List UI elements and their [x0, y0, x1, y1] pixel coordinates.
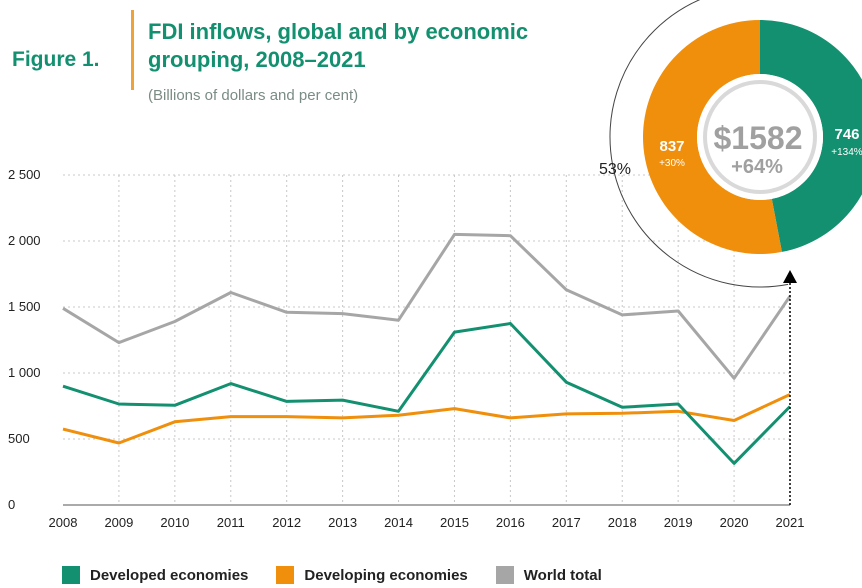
legend-label-world: World total: [523, 566, 602, 584]
chart-title: FDI inflows, global and by economic grou…: [148, 19, 529, 72]
y-tick-label: 500: [8, 431, 30, 446]
donut-total-value: $1582: [714, 120, 803, 156]
donut-developed-change: +134%: [831, 147, 862, 158]
x-tick-label: 2010: [160, 515, 189, 530]
legend-swatch-developed: [62, 566, 80, 584]
y-tick-label: 2 000: [8, 233, 41, 248]
donut-slice-developed: [760, 20, 862, 252]
x-tick-label: 2014: [384, 515, 413, 530]
y-tick-label: 1 000: [8, 365, 41, 380]
donut-share-label: 53%: [599, 161, 631, 178]
x-tick-label: 2018: [608, 515, 637, 530]
donut-hole: [697, 74, 823, 200]
x-tick-label: 2019: [664, 515, 693, 530]
title-divider: [131, 10, 134, 90]
y-tick-label: 0: [8, 497, 15, 512]
x-tick-label: 2012: [272, 515, 301, 530]
legend-item-developing: Developing economies: [276, 566, 468, 584]
legend-item-developed: Developed economies: [62, 566, 248, 584]
legend-swatch-developing: [276, 566, 295, 584]
chart-subtitle: (Billions of dollars and per cent): [148, 87, 359, 104]
y-tick-label: 2 500: [8, 167, 41, 182]
legend-label-developed: Developed economies: [90, 566, 249, 584]
donut-developed-value: 746: [834, 126, 859, 143]
donut-developing-change: +30%: [659, 158, 685, 169]
series-line-developed: [62, 322, 792, 465]
donut-slice-developing: [643, 20, 782, 254]
donut-inner-ring: [703, 80, 817, 194]
legend-swatch-world: [495, 566, 514, 584]
x-tick-label: 2021: [776, 515, 805, 530]
legend-label-developing: Developing economies: [304, 566, 468, 584]
series-line-world: [62, 232, 792, 380]
donut-developing-value: 837: [659, 138, 684, 155]
x-tick-label: 2017: [552, 515, 581, 530]
x-tick-label: 2013: [328, 515, 357, 530]
x-tick-label: 2016: [496, 515, 525, 530]
figure-label: Figure 1.: [12, 48, 100, 71]
x-tick-label: 2020: [720, 515, 749, 530]
highlight-arrow-icon: [783, 270, 797, 283]
legend: Developed economies Developing economies…: [62, 566, 602, 584]
y-tick-label: 1 500: [8, 299, 41, 314]
x-tick-label: 2008: [49, 515, 78, 530]
share-bracket-arc: [609, 0, 789, 288]
donut-total-change: +64%: [731, 156, 783, 178]
legend-item-world: World total: [495, 566, 602, 584]
x-tick-label: 2015: [440, 515, 469, 530]
x-tick-label: 2009: [104, 515, 133, 530]
x-tick-label: 2011: [217, 515, 245, 530]
series-line-developing: [62, 393, 791, 445]
